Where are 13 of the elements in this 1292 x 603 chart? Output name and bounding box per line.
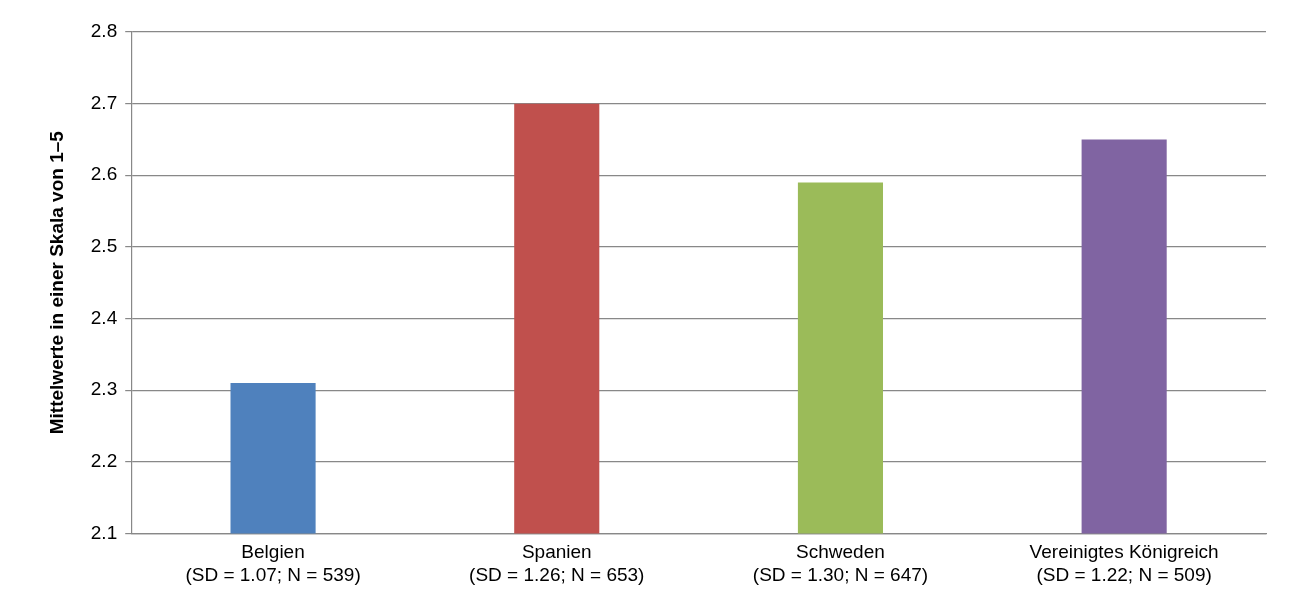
y-tick-label: 2.7 xyxy=(90,91,118,113)
y-tick-label: 2.4 xyxy=(90,306,118,328)
y-tick-label: 2.3 xyxy=(90,378,118,400)
y-tick-label: 2.5 xyxy=(90,235,118,257)
y-tick-label: 2.8 xyxy=(90,20,118,42)
x-tick-label: Schweden (SD = 1.30; N = 647) xyxy=(752,541,929,585)
x-tick-label: Spanien (SD = 1.26; N = 653) xyxy=(469,541,645,585)
y-axis-title: Mittelwerte in einer Skala von 1–5 xyxy=(45,130,67,435)
x-tick-label: Belgien (SD = 1.07; N = 539) xyxy=(185,541,361,585)
x-tick-label: Vereinigtes Königreich (SD = 1.22; N = 509) xyxy=(1029,541,1219,585)
y-tick-label: 2.1 xyxy=(90,521,118,543)
y-tick-label: 2.2 xyxy=(90,450,118,472)
y-tick-label: 2.6 xyxy=(90,163,118,185)
